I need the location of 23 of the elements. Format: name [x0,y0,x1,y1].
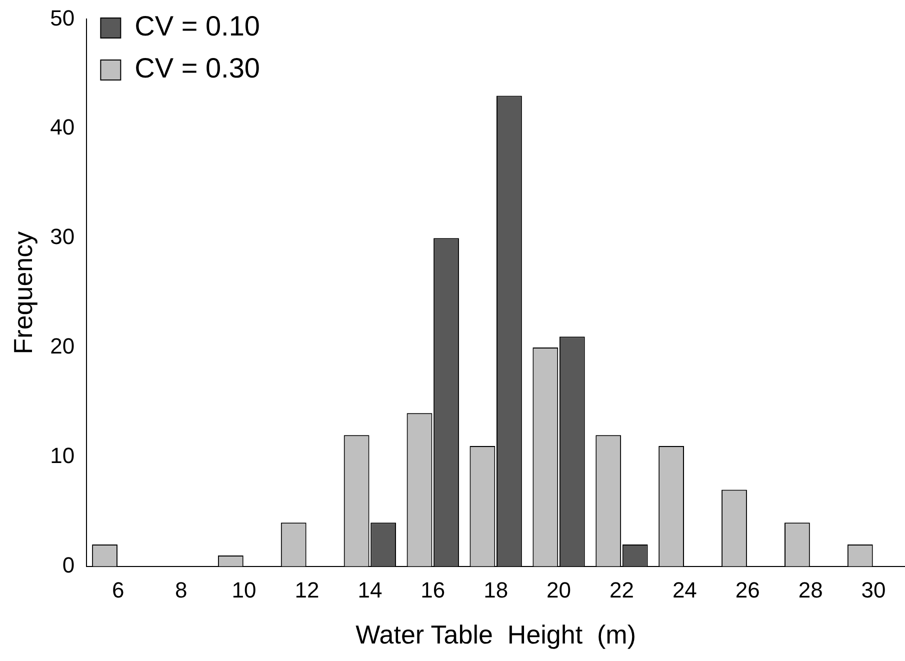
y-axis-title: Frequency [8,231,38,354]
x-tick-label: 14 [358,578,382,603]
x-tick-label: 28 [798,578,823,603]
x-tick-label: 22 [609,578,634,603]
legend-label: CV = 0.30 [134,52,260,84]
x-tick-label: 24 [672,578,697,603]
y-tick-label: 10 [50,443,75,468]
y-tick-label: 20 [50,334,75,359]
y-tick-label: 50 [50,5,75,30]
x-tick-label: 10 [232,578,256,603]
x-axis-title: Water Table Height (m) [356,620,636,650]
x-tick-label: 26 [735,578,760,603]
x-tick-label: 18 [484,578,508,603]
x-tick-label: 16 [420,578,446,603]
x-tick-label: 8 [174,578,188,603]
y-tick-label: 40 [50,114,75,140]
x-tick-label: 12 [294,578,320,603]
x-tick-label: 30 [861,578,886,603]
x-tick-label: 20 [546,578,572,603]
y-tick-label: 0 [62,552,75,578]
y-tick-label: 30 [50,224,75,250]
x-tick-label: 6 [112,578,124,603]
legend-label: CV = 0.10 [134,10,260,42]
